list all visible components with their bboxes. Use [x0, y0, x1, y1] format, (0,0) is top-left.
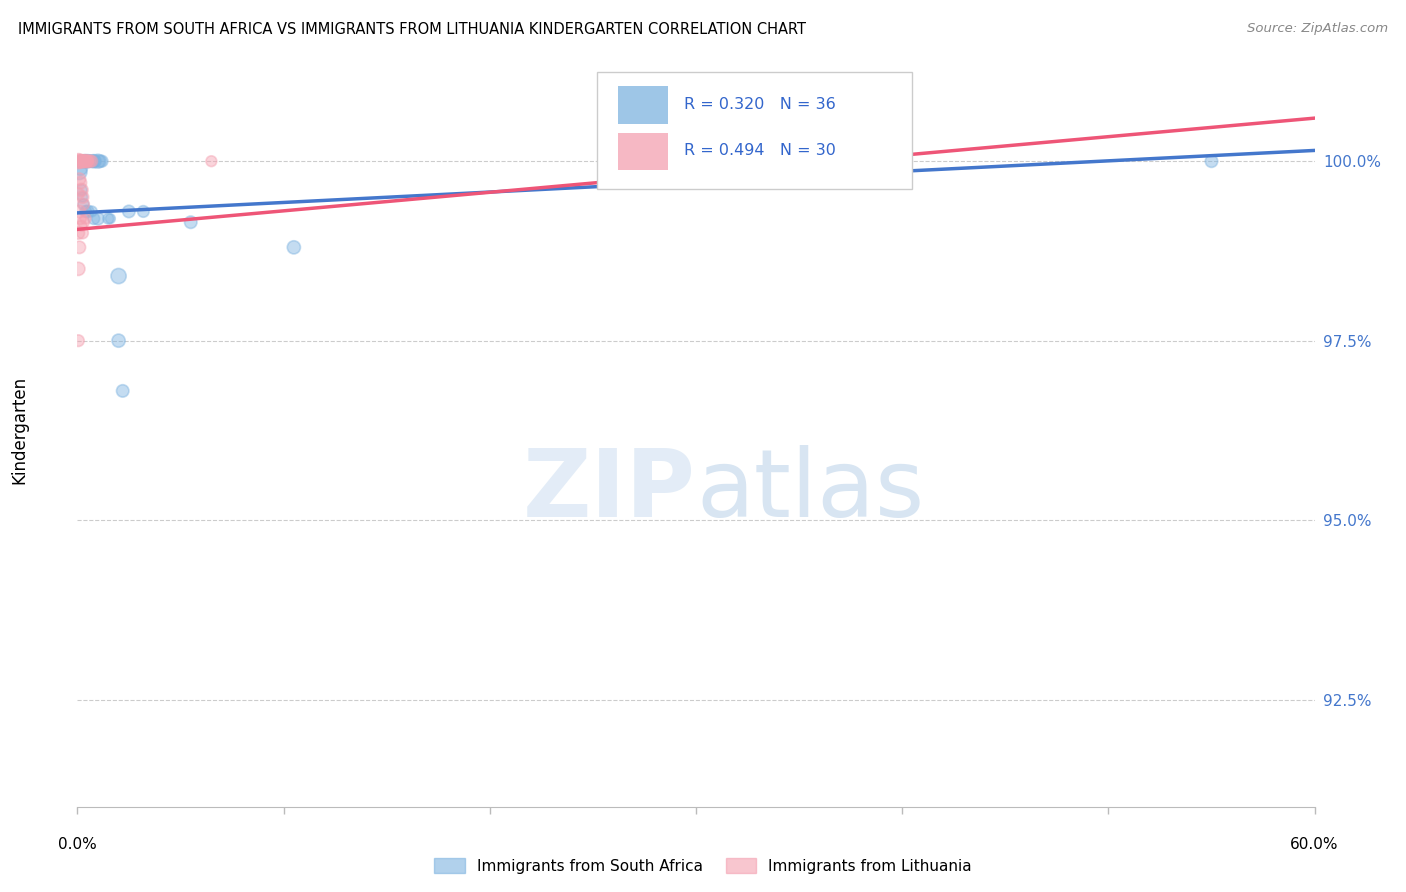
Point	[75, 211, 97, 226]
Point	[72, 154, 94, 169]
Point	[87, 154, 110, 169]
Text: 0.0%: 0.0%	[58, 837, 97, 852]
Point	[200, 154, 222, 169]
Point	[72, 154, 94, 169]
Point	[132, 204, 155, 219]
Point	[70, 183, 93, 197]
Point	[69, 176, 91, 190]
Text: R = 0.494   N = 30: R = 0.494 N = 30	[683, 144, 835, 158]
Point	[79, 154, 101, 169]
Point	[76, 204, 98, 219]
Point	[118, 204, 141, 219]
Point	[67, 165, 90, 179]
Point	[72, 154, 94, 169]
Text: atlas: atlas	[696, 445, 924, 537]
Point	[107, 334, 129, 348]
Point	[67, 240, 90, 254]
Point	[70, 154, 93, 169]
Point	[67, 172, 90, 186]
Point	[1201, 154, 1223, 169]
Point	[283, 240, 305, 254]
Text: R = 0.320   N = 36: R = 0.320 N = 36	[683, 96, 835, 112]
Text: IMMIGRANTS FROM SOUTH AFRICA VS IMMIGRANTS FROM LITHUANIA KINDERGARTEN CORRELATI: IMMIGRANTS FROM SOUTH AFRICA VS IMMIGRAN…	[18, 22, 806, 37]
Point	[67, 204, 90, 219]
Point	[67, 154, 90, 169]
Point	[89, 154, 111, 169]
Point	[97, 211, 120, 226]
Point	[80, 204, 103, 219]
Point	[69, 161, 91, 176]
Point	[69, 211, 91, 226]
Text: Source: ZipAtlas.com: Source: ZipAtlas.com	[1247, 22, 1388, 36]
Point	[67, 261, 90, 276]
Point	[67, 186, 90, 201]
Point	[70, 183, 93, 197]
Point	[77, 154, 100, 169]
Point	[70, 154, 93, 169]
Point	[72, 190, 94, 204]
Point	[69, 154, 91, 169]
Point	[80, 154, 103, 169]
Point	[76, 154, 98, 169]
Point	[72, 197, 94, 211]
Point	[67, 226, 90, 240]
Point	[76, 154, 98, 169]
Point	[83, 154, 105, 169]
Text: 60.0%: 60.0%	[1291, 837, 1339, 852]
Text: ZIP: ZIP	[523, 445, 696, 537]
Point	[73, 154, 96, 169]
Point	[75, 154, 97, 169]
Point	[111, 384, 134, 398]
Text: Kindergarten: Kindergarten	[11, 376, 28, 484]
Point	[87, 211, 110, 226]
Point	[98, 211, 121, 226]
Point	[76, 154, 98, 169]
Point	[75, 204, 97, 219]
Point	[67, 334, 90, 348]
Point	[83, 211, 105, 226]
Point	[76, 154, 98, 169]
Point	[77, 154, 100, 169]
Legend: Immigrants from South Africa, Immigrants from Lithuania: Immigrants from South Africa, Immigrants…	[427, 852, 979, 880]
Point	[75, 154, 97, 169]
FancyBboxPatch shape	[598, 72, 912, 189]
Point	[80, 154, 103, 169]
Point	[180, 215, 202, 229]
Point	[79, 154, 101, 169]
Point	[80, 154, 103, 169]
Point	[107, 268, 129, 283]
Point	[72, 197, 94, 211]
Point	[72, 215, 94, 229]
Point	[82, 154, 104, 169]
Point	[67, 154, 90, 169]
Point	[70, 219, 93, 233]
Point	[91, 154, 114, 169]
Point	[73, 154, 96, 169]
Bar	[619, 133, 668, 170]
Point	[83, 154, 105, 169]
Point	[72, 226, 94, 240]
Point	[72, 190, 94, 204]
Bar	[619, 86, 668, 124]
